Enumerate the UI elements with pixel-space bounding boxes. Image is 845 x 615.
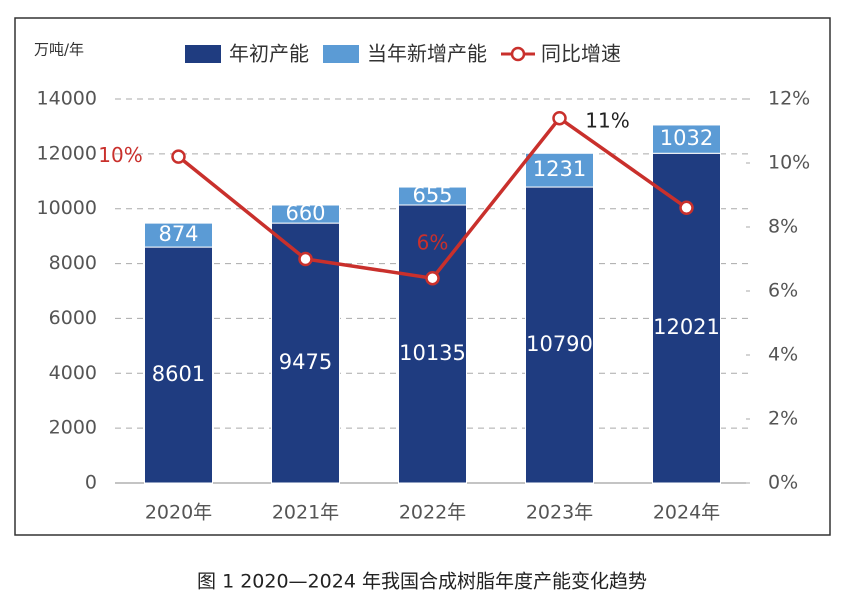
- y-unit: 万吨/年: [34, 41, 84, 59]
- line-marker: [552, 110, 567, 126]
- legend-marker: [510, 46, 526, 62]
- y2-tick-label: 8%: [768, 216, 798, 238]
- data-label: 660: [285, 201, 325, 225]
- bar-segment: [652, 124, 721, 154]
- bar-segment: [271, 222, 340, 484]
- y-tick-label: 8000: [49, 252, 97, 274]
- bar-segment: [271, 204, 340, 224]
- bar-segment: [398, 186, 467, 206]
- y-tick-label: 14000: [37, 88, 97, 110]
- x-tick-label: 2020年: [145, 502, 212, 524]
- bar-segment: [144, 246, 213, 484]
- y2-tick-label: 12%: [768, 88, 810, 110]
- line-marker: [425, 270, 440, 286]
- data-label: 10135: [399, 341, 466, 365]
- y2-tick-label: 4%: [768, 344, 798, 366]
- x-tick-label: 2021年: [272, 502, 339, 524]
- y-tick-label: 0: [85, 472, 97, 494]
- legend-swatch: [185, 45, 221, 63]
- x-tick-label: 2024年: [653, 502, 720, 524]
- legend-label: 同比增速: [541, 42, 621, 66]
- y2-tick-label: 2%: [768, 408, 798, 430]
- y2-tick-label: 10%: [768, 152, 810, 174]
- data-label: 10790: [526, 332, 593, 356]
- legend-swatch: [323, 45, 359, 63]
- legend-label: 当年新增产能: [367, 42, 487, 66]
- line-marker: [298, 251, 313, 267]
- y2-tick-label: 0%: [768, 472, 798, 494]
- y-tick-label: 12000: [37, 142, 97, 164]
- line-label: 11%: [585, 109, 629, 133]
- legend-label: 年初产能: [229, 42, 309, 66]
- data-label: 9475: [279, 350, 332, 374]
- y2-tick-label: 6%: [768, 280, 798, 302]
- x-tick-label: 2023年: [526, 502, 593, 524]
- data-label: 655: [412, 183, 452, 207]
- y-tick-label: 6000: [49, 307, 97, 329]
- bar-segment: [144, 222, 213, 248]
- data-label: 12021: [653, 315, 720, 339]
- bar-segment: [525, 186, 594, 484]
- line-marker: [171, 149, 186, 164]
- bar-segment: [525, 152, 594, 188]
- line-label: 6%: [417, 231, 449, 255]
- line-label: 10%: [98, 143, 142, 167]
- y-tick-label: 2000: [49, 417, 97, 439]
- y-tick-label: 10000: [37, 197, 97, 219]
- y-tick-label: 4000: [49, 362, 97, 384]
- line-marker: [679, 200, 694, 216]
- data-label: 1231: [533, 157, 586, 181]
- caption: 图 1 2020—2024 年我国合成树脂年度产能变化趋势: [197, 571, 647, 593]
- data-label: 1032: [660, 126, 713, 150]
- data-label: 874: [158, 222, 198, 246]
- x-tick-label: 2022年: [399, 502, 466, 524]
- data-label: 8601: [152, 362, 205, 386]
